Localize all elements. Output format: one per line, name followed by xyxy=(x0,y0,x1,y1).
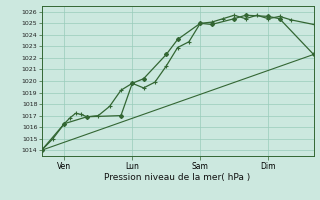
X-axis label: Pression niveau de la mer( hPa ): Pression niveau de la mer( hPa ) xyxy=(104,173,251,182)
